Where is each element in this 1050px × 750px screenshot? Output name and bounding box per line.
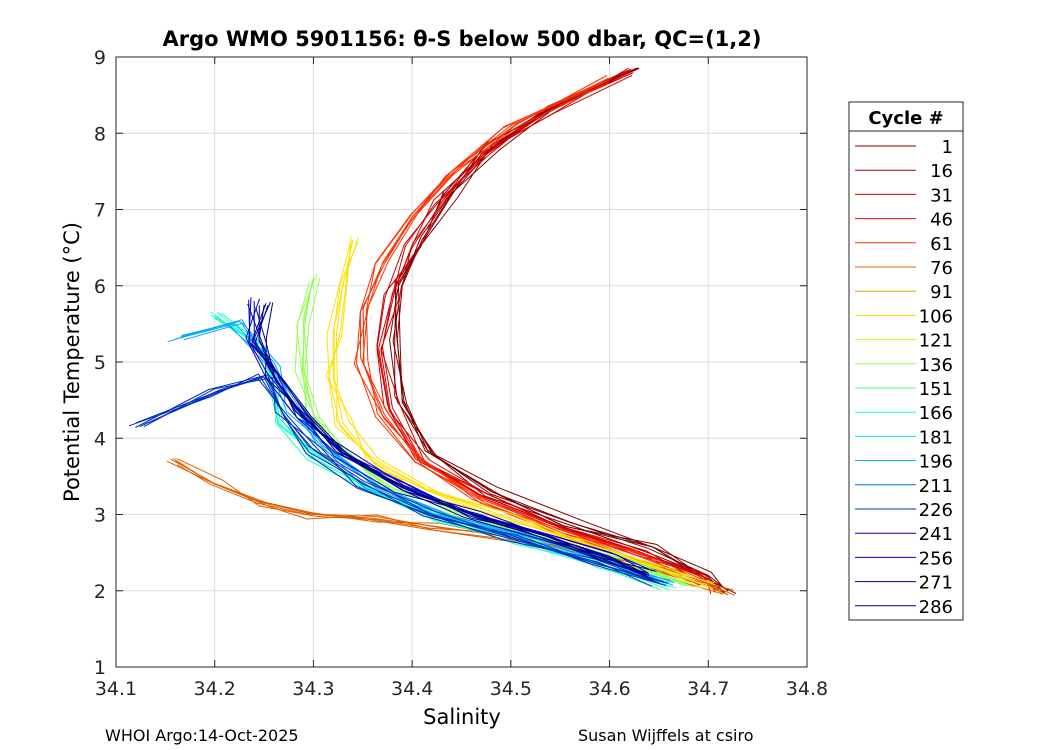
series-line-cycle-256 (245, 298, 654, 572)
legend-label: 211 (919, 476, 953, 497)
chart-title: Argo WMO 5901156: θ-S below 500 dbar, QC… (163, 27, 762, 51)
axis-ticks: 34.1 34.2 34.3 34.4 34.5 34.6 34.7 34.8 1 2 3 4 5 6 7 8… (94, 47, 828, 700)
series-line-cycle-286 (254, 305, 648, 574)
x-tick-label: 34.4 (391, 678, 433, 700)
x-tick-label: 34.7 (687, 678, 729, 700)
series-line-cycle-286 (251, 301, 647, 576)
y-tick-label: 6 (94, 276, 106, 298)
y-tick-label: 4 (94, 428, 106, 450)
legend-label: 226 (919, 500, 953, 521)
legend-label: 31 (930, 185, 953, 206)
legend-title: Cycle # (868, 108, 943, 129)
legend-label: 1 (942, 137, 953, 158)
x-tick-label: 34.5 (490, 678, 532, 700)
series-line-cycle-196 (182, 323, 675, 584)
legend-label: 181 (919, 427, 953, 448)
series-line-cycle-31 (376, 69, 726, 590)
legend-label: 106 (919, 306, 953, 327)
legend-label: 136 (919, 355, 953, 376)
y-tick-label: 7 (94, 200, 106, 222)
y-tick-label: 9 (94, 47, 106, 69)
legend-label: 61 (930, 234, 953, 255)
series-line-cycle-31 (378, 67, 716, 593)
series-line-cycle-76 (172, 458, 724, 591)
legend-label: 46 (930, 210, 953, 231)
legend-label: 166 (919, 403, 953, 424)
series-line-cycle-286 (251, 303, 657, 572)
legend-label: 151 (919, 379, 953, 400)
y-tick-label: 5 (94, 352, 106, 374)
series-line-cycle-106 (335, 237, 714, 589)
x-tick-label: 34.8 (786, 678, 828, 700)
legend-label: 16 (930, 161, 953, 182)
series-line-cycle-31 (380, 74, 714, 590)
series-line-cycle-106 (328, 239, 716, 586)
series-line-cycle-1 (394, 68, 724, 589)
legend-label: 256 (919, 548, 953, 569)
x-tick-label: 34.2 (194, 678, 236, 700)
legend: Cycle # 11631466176911061211361511661811… (848, 101, 964, 621)
x-tick-label: 34.6 (588, 678, 630, 700)
y-tick-label: 1 (94, 657, 106, 679)
x-tick-label: 34.1 (95, 678, 137, 700)
y-tick-label: 8 (94, 123, 106, 145)
legend-label: 121 (919, 331, 953, 352)
y-tick-label: 2 (94, 581, 106, 603)
footer-credit-left: WHOI Argo:14-Oct-2025 (105, 726, 299, 745)
series-line-cycle-31 (381, 67, 718, 587)
legend-entries: 1 16 31 46 61 76 91 106 121 136 151 166 181 196 211 226… (855, 137, 953, 618)
series-line-cycle-1 (392, 68, 726, 593)
series-line-cycle-166 (210, 314, 661, 591)
y-axis-label: Potential Temperature (°C) (60, 222, 84, 502)
x-axis-label: Salinity (423, 705, 501, 729)
legend-label: 241 (919, 524, 953, 545)
series-group (128, 67, 737, 596)
legend-label: 271 (919, 573, 953, 594)
x-tick-label: 34.3 (292, 678, 334, 700)
series-line-cycle-106 (333, 242, 707, 591)
y-tick-label: 3 (94, 505, 106, 527)
legend-label: 286 (919, 597, 953, 618)
footer-credit-right: Susan Wijffels at csiro (578, 726, 754, 745)
legend-label: 196 (919, 452, 953, 473)
legend-label: 76 (930, 258, 953, 279)
series-line-cycle-61 (356, 81, 706, 582)
series-line-cycle-226 (143, 374, 660, 584)
legend-label: 91 (930, 282, 953, 303)
